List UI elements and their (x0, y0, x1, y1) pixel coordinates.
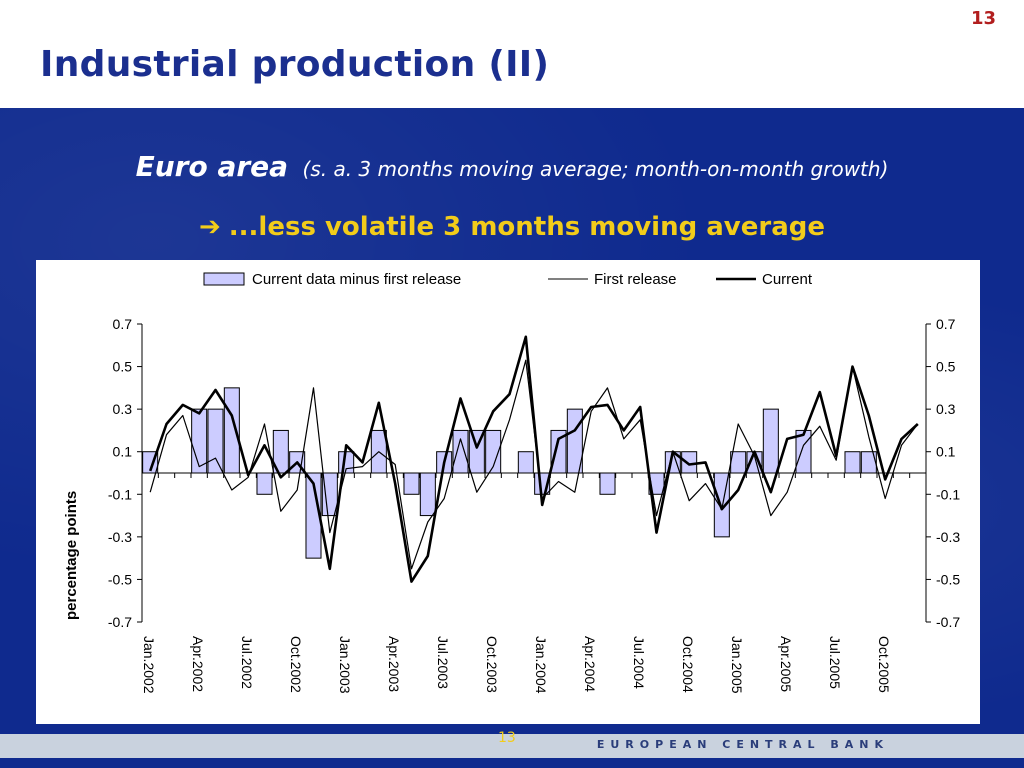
bar (419, 472, 436, 517)
bar (256, 472, 273, 495)
headline: ➔ ...less volatile 3 months moving averag… (0, 212, 1024, 242)
legend-label-bars: Current data minus first release (252, 271, 461, 288)
y-tick-label-left: -0.5 (108, 571, 132, 587)
y-tick-label-left: -0.7 (108, 614, 132, 630)
y-tick-label-right: 0.7 (936, 316, 956, 332)
legend: Current data minus first release First r… (203, 271, 813, 288)
y-tick-label-right: -0.3 (936, 529, 960, 545)
slide-number-top: 13 (970, 8, 996, 29)
y-tick-label-right: -0.5 (936, 571, 960, 587)
subtitle-line: Euro area (s. a. 3 months moving average… (0, 150, 1024, 183)
chart-box: Current data minus first release First r… (36, 260, 980, 724)
y-tick-label-right: -0.7 (936, 614, 960, 630)
y-tick-label-left: 0.1 (113, 444, 133, 460)
bar (730, 451, 747, 474)
x-tick-label: Jul.2003 (435, 636, 451, 689)
y-tick-label-left: -0.3 (108, 529, 132, 545)
slide-number-bottom: 13 (498, 730, 516, 746)
legend-label-first: First release (594, 271, 677, 288)
x-tick-label: Jul.2002 (239, 636, 255, 689)
bar (681, 451, 698, 474)
x-tick-label: Jul.2005 (827, 636, 843, 689)
x-tick-label: Apr.2004 (582, 636, 598, 692)
headline-text: ...less volatile 3 months moving average (228, 212, 825, 242)
bank-name: EUROPEAN CENTRAL BANK (596, 738, 889, 751)
x-tick-label: Oct.2002 (288, 636, 304, 693)
y-tick-label-left: 0.7 (113, 316, 133, 332)
x-tick-label: Jan.2002 (141, 636, 157, 694)
bar (452, 429, 469, 474)
x-tick-label: Oct.2004 (680, 636, 696, 693)
x-tick-label: Apr.2003 (386, 636, 402, 692)
x-tick-label: Jan.2004 (533, 636, 549, 694)
bar (844, 451, 861, 474)
bar (403, 472, 420, 495)
x-tick-label: Oct.2005 (876, 636, 892, 693)
bar (517, 451, 534, 474)
y-tick-label-right: 0.3 (936, 401, 956, 417)
x-tick-label: Apr.2005 (778, 636, 794, 692)
x-tick-label: Jul.2004 (631, 636, 647, 689)
legend-swatch-bars (203, 272, 245, 286)
y-tick-label-left: 0.3 (113, 401, 133, 417)
y-tick-label-left: 0.5 (113, 359, 133, 375)
y-tick-label-right: 0.1 (936, 444, 956, 460)
y-tick-label-right: 0.5 (936, 359, 956, 375)
subtitle-note: (s. a. 3 months moving average; month-on… (302, 157, 889, 181)
bar (599, 472, 616, 495)
y-tick-label-right: -0.1 (936, 486, 960, 502)
bar (207, 408, 224, 474)
y-axis-label: percentage points (63, 491, 80, 620)
slide-title: Industrial production (II) (40, 44, 550, 85)
x-tick-label: Oct.2003 (484, 636, 500, 693)
y-tick-label-left: -0.1 (108, 486, 132, 502)
chart: Current data minus first release First r… (63, 271, 960, 694)
series-line-current (148, 335, 919, 583)
x-tick-label: Apr.2002 (190, 636, 206, 692)
bar (321, 472, 338, 517)
right-arrow-icon: ➔ (199, 212, 221, 242)
bar (762, 408, 779, 474)
legend-label-current: Current (762, 271, 813, 288)
subtitle-main: Euro area (135, 150, 289, 183)
x-tick-label: Jan.2003 (337, 636, 353, 694)
bottom-bar (0, 734, 1024, 758)
x-tick-label: Jan.2005 (729, 636, 745, 694)
